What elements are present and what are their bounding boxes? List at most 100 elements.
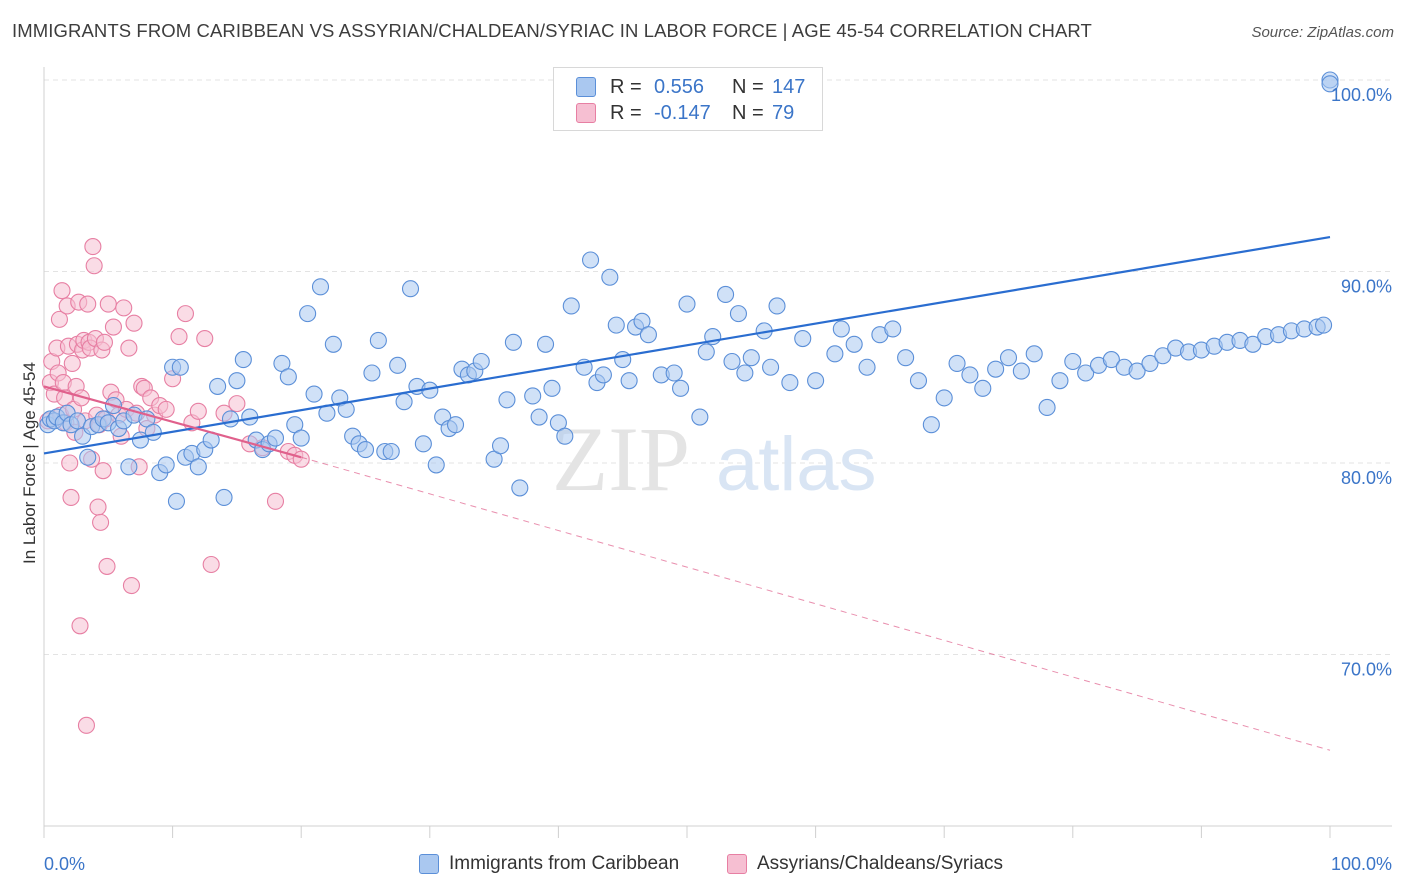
blue-point: [228, 372, 246, 390]
bottom-legend-pink: Assyrians/Chaldeans/Syriacs: [727, 852, 1003, 876]
y-tick-label: 70.0%: [1341, 660, 1392, 680]
blue-point: [884, 320, 902, 338]
blue-point: [209, 377, 227, 395]
blue-point: [1244, 335, 1262, 353]
blue-point: [79, 448, 97, 466]
watermark-zip: ZIP: [552, 408, 690, 510]
blue-point: [826, 345, 844, 363]
y-tick-label: 80.0%: [1341, 468, 1392, 488]
legend-n-value: 147: [772, 75, 806, 98]
pink-point: [94, 462, 112, 480]
legend-swatch-blue: [576, 77, 596, 97]
blue-point: [356, 441, 375, 459]
blue-point: [167, 492, 186, 510]
blue-point: [401, 280, 420, 298]
x-tick-label: 0.0%: [44, 854, 85, 874]
x-tick-labels: 0.0% 100.0%: [44, 854, 1392, 874]
blue-point: [189, 458, 207, 476]
blue-point: [1321, 75, 1339, 93]
pink-point: [120, 339, 138, 357]
blue-point: [717, 285, 735, 304]
blue-point: [311, 278, 330, 296]
blue-point: [215, 488, 233, 507]
bottom-legend-label: Immigrants from Caribbean: [449, 853, 680, 874]
blue-point: [157, 456, 175, 474]
blue-point: [697, 343, 715, 361]
blue-point: [781, 374, 799, 392]
blue-point: [594, 366, 612, 384]
blue-point: [1077, 364, 1095, 382]
pink-point: [53, 282, 71, 300]
blue-point: [120, 458, 138, 476]
blue-point: [999, 349, 1018, 367]
pink-point: [84, 238, 102, 256]
blue-point: [1025, 345, 1043, 363]
blue-point: [491, 437, 510, 455]
blue-point: [897, 349, 915, 367]
y-tick-label: 100.0%: [1331, 85, 1392, 105]
blue-point: [1064, 352, 1082, 371]
blue-point: [171, 358, 189, 376]
legend-row-blue: R = 0.556 N = 147: [576, 74, 812, 100]
blue-point: [987, 360, 1005, 378]
blue-trend-line: [43, 235, 1331, 455]
blue-point: [729, 305, 747, 323]
blue-point: [1102, 351, 1120, 369]
blue-point: [337, 400, 355, 418]
bottom-legend-swatch-blue: [419, 854, 439, 874]
pink-point: [115, 299, 133, 317]
blue-point: [723, 352, 741, 371]
pink-point: [62, 488, 80, 507]
blue-point: [292, 429, 310, 447]
legend-n-label: N =: [732, 101, 764, 124]
blue-point: [601, 268, 619, 286]
pink-point: [61, 454, 79, 472]
pink-point: [71, 617, 89, 635]
blue-point: [369, 331, 387, 349]
blue-point: [794, 329, 812, 348]
y-axis-label: In Labor Force | Age 45-54: [20, 362, 39, 564]
blue-point: [504, 333, 522, 351]
pink-point: [157, 400, 175, 418]
blue-point: [299, 305, 317, 323]
blue-point: [279, 368, 297, 386]
legend-r-value: 0.556: [654, 75, 705, 98]
pink-point: [50, 310, 68, 328]
bottom-legend-swatch-pink: [727, 854, 747, 874]
bottom-legend-label: Assyrians/Chaldeans/Syriacs: [757, 853, 1004, 874]
blue-point: [922, 416, 940, 434]
pink-point: [92, 513, 110, 531]
pink-point: [170, 328, 188, 346]
blue-point: [266, 429, 285, 447]
blue-point: [742, 349, 760, 367]
legend-n-value: 79: [772, 101, 795, 124]
blue-point: [762, 358, 780, 376]
blue-point: [672, 379, 690, 397]
pink-point: [122, 577, 140, 595]
blue-point: [536, 335, 555, 353]
blue-point: [909, 372, 928, 390]
blue-point: [556, 427, 574, 445]
blue-point: [961, 366, 979, 384]
pink-point: [266, 492, 285, 510]
blue-point: [144, 423, 162, 441]
blue-point: [324, 335, 342, 353]
blue-point: [1315, 316, 1333, 334]
pink-point: [98, 557, 116, 575]
blue-point: [1038, 398, 1056, 417]
pink-point: [228, 395, 246, 413]
pink-point: [196, 329, 214, 348]
blue-point: [524, 387, 542, 405]
blue-point: [389, 356, 407, 374]
source-label: Source: ZipAtlas.com: [1251, 24, 1394, 41]
blue-point: [221, 410, 240, 428]
pink-trend-line: [43, 385, 302, 459]
blue-point: [620, 372, 638, 390]
blue-point: [427, 456, 445, 474]
legend-r-label: R =: [610, 75, 642, 98]
trend-lines: [43, 235, 1331, 751]
legend-swatch-pink: [576, 103, 596, 123]
pink-series-points: [39, 238, 310, 734]
blue-point: [414, 435, 432, 453]
